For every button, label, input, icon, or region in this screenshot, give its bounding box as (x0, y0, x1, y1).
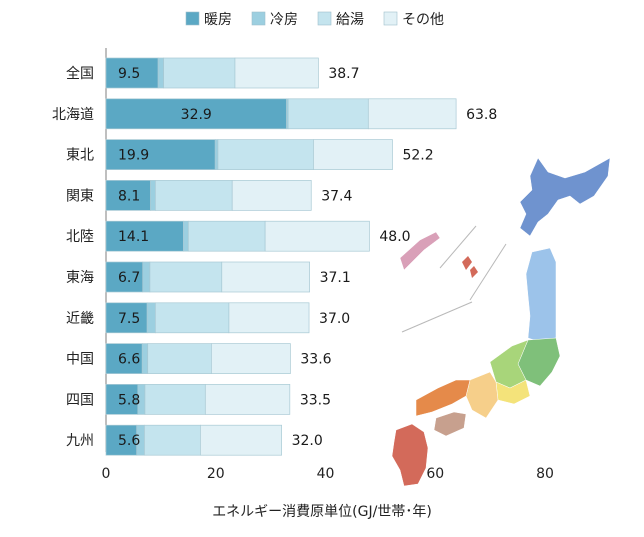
bar-segment (228, 302, 310, 334)
bar-segment (204, 384, 291, 415)
bar-segment (105, 139, 216, 170)
bar-segment (231, 180, 312, 211)
bar-segment (221, 261, 310, 293)
bar-total-label: 37.0 (319, 311, 350, 327)
bar-segment (200, 424, 282, 456)
bar-segment (155, 302, 230, 334)
map-region-shikoku (433, 411, 467, 437)
bar-segment (105, 98, 287, 130)
category-label: 東北 (66, 148, 94, 164)
bar-value-label: 14.1 (118, 229, 149, 245)
bar-segment (144, 424, 201, 456)
map-region-hokkaido (519, 157, 611, 237)
map-divider-line (401, 301, 473, 333)
map-divider-line (439, 225, 477, 269)
bar-segment (105, 57, 159, 89)
category-label: 中国 (66, 352, 94, 368)
map-region-kinki (465, 371, 499, 419)
category-label: 四国 (66, 392, 94, 408)
bar-value-label: 5.8 (118, 392, 140, 408)
bar-value-label: 5.6 (118, 433, 140, 449)
category-label: 東海 (66, 270, 94, 286)
bar-segment (367, 98, 457, 130)
bar-segment (144, 384, 206, 415)
bar-segment (105, 302, 148, 334)
bar-value-label: 6.7 (118, 270, 140, 286)
bar-segment (105, 261, 144, 293)
bar-segment (287, 98, 369, 130)
bar-value-label: 6.6 (118, 352, 140, 368)
bar-segment (105, 180, 151, 211)
bar-segment (105, 424, 138, 456)
category-label: 近畿 (66, 311, 94, 327)
bar-total-label: 33.6 (300, 352, 331, 368)
bar-segment (147, 343, 212, 374)
bar-total-label: 63.8 (466, 107, 497, 123)
bar-segment (211, 343, 291, 374)
bar-value-label: 32.9 (181, 107, 212, 123)
bar-segment (105, 384, 139, 415)
map-region-kyushu (391, 423, 429, 487)
bar-segment (234, 57, 319, 89)
bar-total-label: 33.5 (300, 392, 331, 408)
bar-value-label: 9.5 (118, 66, 140, 82)
legend-label: 暖房 (204, 12, 232, 28)
bar-segment (105, 220, 184, 252)
bar-segment (142, 261, 151, 293)
bar-total-label: 38.7 (328, 66, 359, 82)
bar-segment (149, 261, 223, 293)
category-label: 北陸 (66, 229, 94, 245)
bar-segment (187, 220, 266, 252)
bar-segment (155, 180, 233, 211)
bar-segment (146, 302, 156, 334)
japan-regions-map (391, 157, 611, 487)
bar-segment (183, 220, 189, 252)
legend-label: 冷房 (270, 12, 298, 28)
legend-label: その他 (402, 12, 444, 28)
legend-swatch (185, 11, 200, 26)
category-label: 関東 (66, 188, 94, 204)
legend-label: 給湯 (336, 11, 364, 28)
bar-total-label: 37.1 (320, 270, 351, 286)
bar-segment (313, 139, 393, 170)
category-label: 九州 (66, 433, 94, 449)
bar-segment (163, 57, 236, 89)
legend-swatch (383, 11, 398, 26)
plot-area: 0 20 40 60 80 全国 9.5 38.7 北海道 32.9 63.8 東北 19.9 52.2 関… (52, 48, 554, 482)
map-region-chugoku (415, 379, 471, 417)
bar-value-label: 19.9 (118, 148, 149, 164)
map-islands (462, 256, 478, 278)
map-divider-line (469, 243, 507, 301)
bar-segment (214, 139, 219, 170)
bar-segment (264, 220, 370, 252)
legend-swatch (317, 11, 332, 26)
bar-segment (105, 343, 143, 374)
map-region-tohoku (525, 247, 557, 343)
bar-value-label: 8.1 (118, 188, 140, 204)
x-tick-label: 60 (426, 466, 444, 482)
bar-segment (157, 57, 164, 89)
x-tick-label: 80 (536, 466, 554, 482)
x-tick-label: 20 (207, 466, 225, 482)
category-label: 北海道 (52, 107, 94, 123)
bar-value-label: 7.5 (118, 311, 140, 327)
bar-total-label: 37.4 (321, 188, 352, 204)
bar-segment (217, 139, 314, 170)
x-tick-label: 40 (317, 466, 335, 482)
x-axis-label: エネルギー消費原単位(GJ/世帯･年) (212, 504, 432, 520)
legend-swatch (251, 11, 266, 26)
bar-segment (150, 180, 156, 211)
bar-total-label: 52.2 (402, 148, 433, 164)
map-region-okinawa (399, 231, 441, 271)
bar-total-label: 32.0 (292, 433, 323, 449)
x-tick-label: 0 (102, 466, 111, 482)
bar-segment (141, 343, 149, 374)
legend: 暖房 冷房 給湯 その他 (185, 11, 444, 28)
category-label: 全国 (66, 65, 94, 82)
bar-total-label: 48.0 (379, 229, 410, 245)
